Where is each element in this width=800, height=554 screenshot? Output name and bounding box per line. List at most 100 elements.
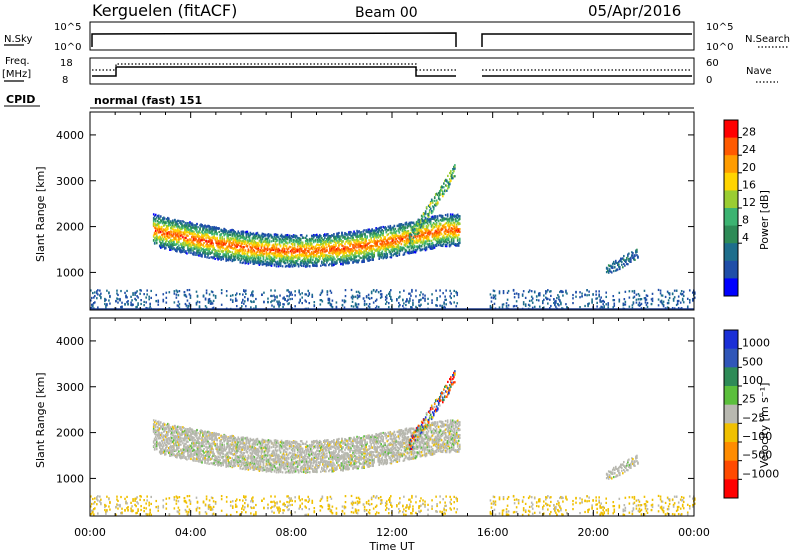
heatmap-cell (275, 243, 278, 247)
heatmap-cell (295, 261, 298, 264)
heatmap-cell (429, 247, 432, 250)
heatmap-cell (328, 251, 330, 254)
heatmap-cell (189, 242, 191, 246)
heatmap-cell (177, 225, 179, 228)
heatmap-cell (287, 265, 290, 268)
heatmap-cell (175, 230, 177, 233)
heatmap-cell (378, 234, 381, 237)
heatmap-cell (220, 229, 222, 232)
heatmap-cell (394, 240, 397, 243)
heatmap-cell (393, 241, 396, 244)
heatmap-cell (200, 223, 202, 226)
heatmap-cell (425, 206, 428, 209)
heatmap-cell (326, 239, 328, 243)
heatmap-cell (400, 226, 403, 229)
heatmap-cell (431, 215, 434, 218)
heatmap-cell (373, 251, 375, 255)
heatmap-cell (352, 232, 354, 235)
heatmap-cell (352, 261, 354, 264)
heatmap-cell (431, 242, 434, 245)
heatmap-cell (637, 255, 639, 258)
heatmap-cell (201, 236, 203, 239)
heatmap-cell (308, 254, 311, 258)
heatmap-cell (617, 260, 620, 263)
heatmap-cell (272, 248, 275, 252)
heatmap-cell (215, 226, 217, 229)
heatmap-cell (380, 229, 383, 232)
heatmap-cell (242, 255, 245, 258)
heatmap-cell (311, 262, 314, 266)
heatmap-cell (214, 250, 216, 253)
heatmap-cell (334, 260, 336, 263)
heatmap-cell (336, 255, 338, 258)
heatmap-cell (257, 243, 260, 246)
heatmap-cell (411, 238, 414, 242)
heatmap-cell (433, 232, 436, 236)
heatmap-cell (196, 228, 198, 231)
heatmap-cell (221, 241, 223, 244)
heatmap-cell (450, 219, 453, 222)
heatmap-cell (430, 247, 433, 250)
heatmap-cell (300, 249, 303, 253)
heatmap-cell (188, 293, 191, 296)
heatmap-cell (201, 230, 203, 233)
heatmap-cell (313, 264, 316, 267)
heatmap-cell (223, 237, 225, 240)
heatmap-cell (204, 231, 206, 235)
heatmap-cell (383, 242, 386, 245)
heatmap-cell (252, 258, 255, 261)
heatmap-cell (236, 233, 239, 237)
heatmap-cell (294, 290, 296, 293)
freq-trace (92, 66, 692, 77)
heatmap-cell (278, 249, 281, 252)
heatmap-cell (246, 255, 249, 258)
heatmap-cell (425, 225, 428, 228)
heatmap-cell (176, 246, 178, 250)
heatmap-cell (426, 234, 429, 237)
heatmap-cell (636, 254, 638, 257)
heatmap-cell (193, 247, 195, 251)
heatmap-cell (381, 240, 384, 243)
heatmap-cell (192, 223, 194, 226)
heatmap-cell (260, 245, 263, 248)
heatmap-cell (277, 236, 280, 239)
heatmap-cell (159, 227, 162, 231)
heatmap-cell (247, 297, 249, 300)
heatmap-cell (401, 228, 404, 232)
heatmap-cell (447, 223, 450, 226)
heatmap-cell (206, 256, 208, 259)
heatmap-cell (278, 259, 281, 263)
heatmap-cell (366, 258, 368, 261)
heatmap-cell (430, 198, 433, 201)
heatmap-cell (278, 261, 281, 264)
heatmap-cell (256, 231, 259, 235)
heatmap-cell (453, 232, 456, 235)
heatmap-cell (625, 259, 627, 262)
heatmap-cell (454, 242, 457, 246)
heatmap-cell (295, 255, 298, 258)
heatmap-cell (440, 238, 443, 241)
heatmap-cell (249, 261, 252, 264)
heatmap-cell (155, 233, 158, 237)
heatmap-cell (246, 252, 249, 255)
heatmap-cell (205, 289, 208, 292)
heatmap-cell (214, 294, 217, 298)
heatmap-cell (296, 236, 299, 239)
heatmap-cell (282, 255, 285, 258)
heatmap-cell (298, 254, 301, 257)
heatmap-cell (300, 261, 303, 264)
heatmap-cell (288, 302, 290, 305)
heatmap-cell (92, 291, 94, 295)
heatmap-cell (171, 235, 173, 238)
heatmap-cell (270, 234, 273, 237)
heatmap-cell (404, 248, 407, 252)
heatmap-cell (191, 223, 193, 226)
heatmap-cell (186, 252, 188, 255)
heatmap-cell (418, 235, 421, 238)
heatmap-cell (90, 307, 92, 310)
heatmap-cell (259, 251, 262, 254)
heatmap-cell (312, 239, 315, 243)
heatmap-cell (336, 250, 338, 253)
heatmap-cell (120, 289, 122, 293)
heatmap-cell (456, 213, 459, 216)
